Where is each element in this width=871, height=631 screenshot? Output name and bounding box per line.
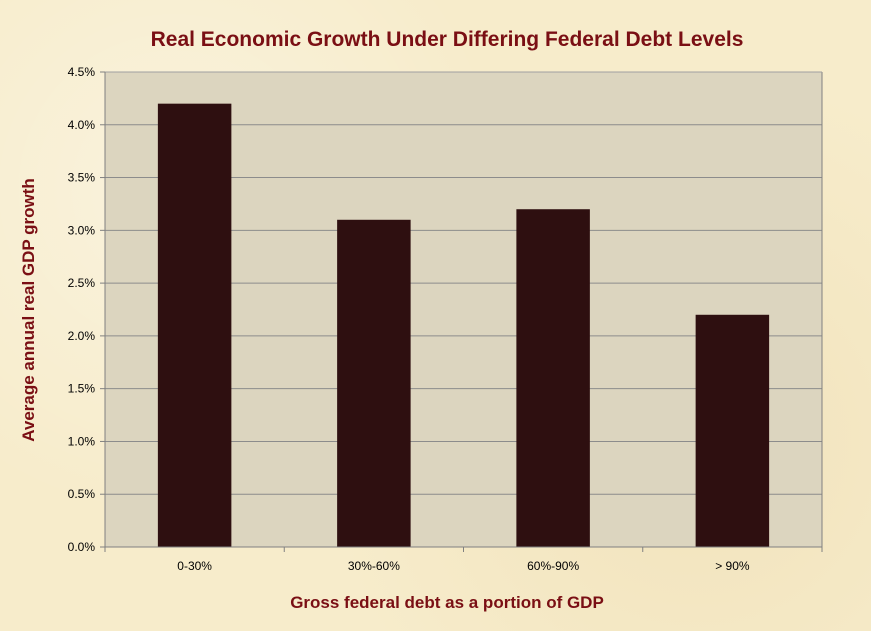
x-tick-label: 0-30% <box>177 559 212 573</box>
y-tick-label: 1.0% <box>68 434 96 448</box>
x-tick-label: 60%-90% <box>527 559 579 573</box>
x-tick-labels: 0-30% 30%-60% 60%-90% > 90% <box>177 559 750 573</box>
y-tick-labels: 0.0% 0.5% 1.0% 1.5% 2.0% 2.5% 3.0% 3.5% 4.0% 4.5% <box>68 65 96 554</box>
y-tick-label: 1.5% <box>68 382 96 396</box>
y-tick-label: 3.5% <box>68 171 96 185</box>
bar <box>516 209 590 547</box>
y-tick-label: 2.5% <box>68 276 96 290</box>
y-tick-label: 0.5% <box>68 487 96 501</box>
y-axis-title: Average annual real GDP growth <box>19 178 38 442</box>
y-tick-label: 3.0% <box>68 223 96 237</box>
y-tick-label: 2.0% <box>68 329 96 343</box>
bar <box>695 314 770 547</box>
y-tick-label: 4.0% <box>68 118 96 132</box>
x-axis-title: Gross federal debt as a portion of GDP <box>290 593 604 612</box>
bar <box>157 103 232 548</box>
chart-title: Real Economic Growth Under Differing Fed… <box>151 28 744 51</box>
y-tick-label: 4.5% <box>68 65 96 79</box>
bars <box>157 103 770 548</box>
x-tick-label: 30%-60% <box>348 559 400 573</box>
x-tick-label: > 90% <box>715 559 750 573</box>
bar <box>337 219 411 547</box>
y-tick-label: 0.0% <box>68 540 96 554</box>
axes <box>100 71 823 552</box>
